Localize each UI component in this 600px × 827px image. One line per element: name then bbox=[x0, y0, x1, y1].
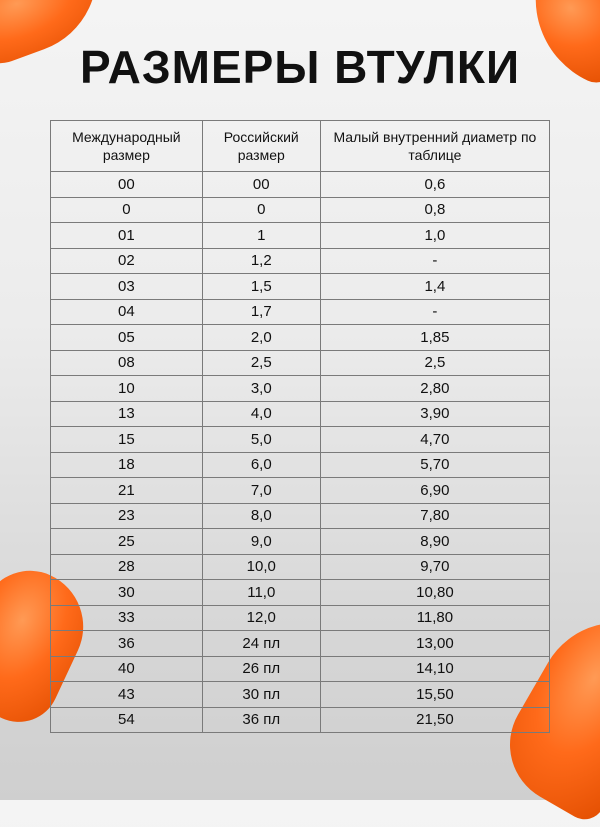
cell-russian: 4,0 bbox=[201, 400, 321, 427]
cell-diameter: 2,80 bbox=[319, 375, 551, 402]
table-row: 25 9,0 8,90 bbox=[50, 528, 551, 555]
table-row: 0 0 0,8 bbox=[50, 196, 551, 223]
table-row: 15 5,0 4,70 bbox=[50, 426, 551, 453]
cell-international: 33 bbox=[50, 604, 203, 631]
table-row: 13 4,0 3,90 bbox=[50, 400, 551, 427]
cell-russian: 30 пл bbox=[201, 681, 321, 708]
table-row: 02 1,2- bbox=[50, 247, 551, 274]
cell-diameter: 0,6 bbox=[319, 171, 551, 198]
table-row: 04 1,7- bbox=[50, 298, 551, 325]
cell-russian: 8,0 bbox=[201, 502, 321, 529]
size-table: Международный размер Российский размер М… bbox=[50, 120, 551, 733]
cell-international: 21 bbox=[50, 477, 203, 504]
cell-russian: 11,0 bbox=[201, 579, 321, 606]
page-title: РАЗМЕРЫ ВТУЛКИ bbox=[79, 41, 521, 93]
table-row: 00 00 0,6 bbox=[50, 171, 551, 198]
cell-international: 25 bbox=[50, 528, 203, 555]
cell-diameter: 14,10 bbox=[319, 655, 551, 682]
table-row: 01 1 1,0 bbox=[50, 222, 551, 249]
table-row: 33 12,0 11,80 bbox=[50, 604, 551, 631]
cell-diameter: 11,80 bbox=[319, 604, 551, 631]
cell-diameter: 6,90 bbox=[319, 477, 551, 504]
cell-russian: 2,5 bbox=[201, 349, 321, 376]
table-row: 43 30 пл 15,50 bbox=[50, 681, 551, 708]
cell-diameter: 9,70 bbox=[319, 553, 551, 580]
cell-diameter: 21,50 bbox=[319, 706, 551, 733]
cell-russian: 1 bbox=[201, 222, 321, 249]
cell-diameter: 13,00 bbox=[319, 630, 551, 657]
cell-diameter: 5,70 bbox=[319, 451, 551, 478]
cell-international: 28 bbox=[50, 553, 203, 580]
table-row: 10 3,0 2,80 bbox=[50, 375, 551, 402]
cell-russian: 36 пл bbox=[201, 706, 321, 733]
cell-international: 08 bbox=[50, 349, 203, 376]
cell-diameter: 2,5 bbox=[319, 349, 551, 376]
cell-international: 30 bbox=[50, 579, 203, 606]
cell-international: 05 bbox=[50, 324, 203, 351]
cell-diameter: 15,50 bbox=[319, 681, 551, 708]
cell-international: 02 bbox=[50, 247, 203, 274]
table-row: 36 24 пл 13,00 bbox=[50, 630, 551, 657]
header-russian: Российский размер bbox=[201, 120, 321, 172]
cell-russian: 1,2 bbox=[201, 247, 321, 274]
cell-russian: 10,0 bbox=[201, 553, 321, 580]
table-row: 08 2,5 2,5 bbox=[50, 349, 551, 376]
cell-diameter: 3,90 bbox=[319, 400, 551, 427]
table-row: 21 7,0 6,90 bbox=[50, 477, 551, 504]
cell-international: 15 bbox=[50, 426, 203, 453]
cell-diameter: 10,80 bbox=[319, 579, 551, 606]
cell-diameter: 4,70 bbox=[319, 426, 551, 453]
cell-russian: 9,0 bbox=[201, 528, 321, 555]
cell-russian: 2,0 bbox=[201, 324, 321, 351]
cell-international: 10 bbox=[50, 375, 203, 402]
table-row: 18 6,0 5,70 bbox=[50, 451, 551, 478]
table-row: 28 10,0 9,70 bbox=[50, 553, 551, 580]
cell-international: 04 bbox=[50, 298, 203, 325]
cell-russian: 6,0 bbox=[201, 451, 321, 478]
cell-russian: 00 bbox=[201, 171, 321, 198]
cell-russian: 5,0 bbox=[201, 426, 321, 453]
table-row: 54 36 пл 21,50 bbox=[50, 706, 551, 733]
table-row: 05 2,0 1,85 bbox=[50, 324, 551, 351]
cell-international: 54 bbox=[50, 706, 203, 733]
cell-international: 43 bbox=[50, 681, 203, 708]
cell-international: 18 bbox=[50, 451, 203, 478]
cell-russian: 12,0 bbox=[201, 604, 321, 631]
table-row: 30 11,0 10,80 bbox=[50, 579, 551, 606]
cell-russian: 7,0 bbox=[201, 477, 321, 504]
table-row: 23 8,0 7,80 bbox=[50, 502, 551, 529]
cell-international: 13 bbox=[50, 400, 203, 427]
cell-russian: 3,0 bbox=[201, 375, 321, 402]
cell-russian: 26 пл bbox=[201, 655, 321, 682]
cell-diameter: - bbox=[319, 247, 551, 274]
cell-russian: 24 пл bbox=[201, 630, 321, 657]
cell-diameter: 0,8 bbox=[319, 196, 551, 223]
cell-diameter: 1,0 bbox=[319, 222, 551, 249]
cell-international: 40 bbox=[50, 655, 203, 682]
cell-diameter: 1,85 bbox=[319, 324, 551, 351]
cell-russian: 1,5 bbox=[201, 273, 321, 300]
table-header-row: Международный размер Российский размер М… bbox=[50, 120, 551, 172]
cell-international: 36 bbox=[50, 630, 203, 657]
cell-russian: 0 bbox=[201, 196, 321, 223]
header-international: Международный размер bbox=[50, 120, 203, 172]
cell-international: 01 bbox=[50, 222, 203, 249]
cell-international: 00 bbox=[50, 171, 203, 198]
cell-international: 23 bbox=[50, 502, 203, 529]
cell-diameter: 8,90 bbox=[319, 528, 551, 555]
cell-diameter: 7,80 bbox=[319, 502, 551, 529]
cell-international: 0 bbox=[50, 196, 203, 223]
header-diameter: Малый внутренний диаметр по таблице bbox=[319, 120, 551, 172]
table-row: 40 26 пл 14,10 bbox=[50, 655, 551, 682]
cell-international: 03 bbox=[50, 273, 203, 300]
cell-russian: 1,7 bbox=[201, 298, 321, 325]
table-row: 03 1,5 1,4 bbox=[50, 273, 551, 300]
cell-diameter: - bbox=[319, 298, 551, 325]
cell-diameter: 1,4 bbox=[319, 273, 551, 300]
